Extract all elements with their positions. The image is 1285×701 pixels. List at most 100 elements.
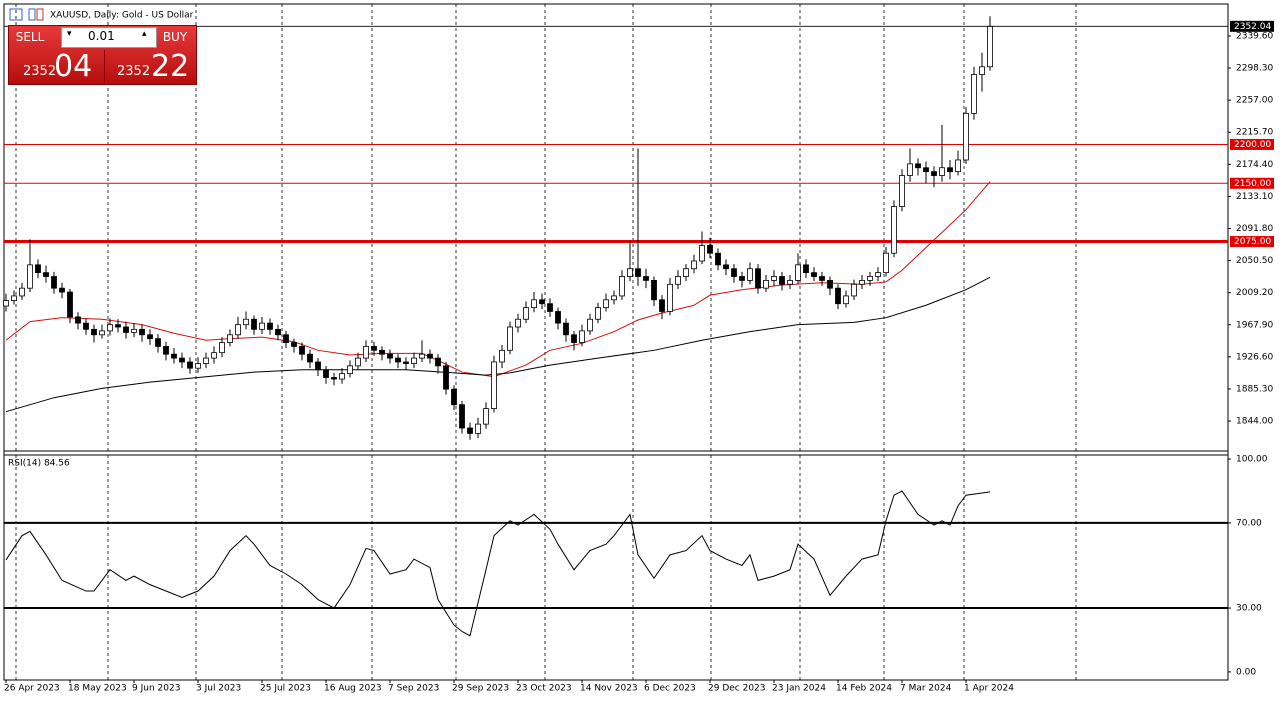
candle-body [707, 245, 713, 254]
down-arrow[interactable]: ▾ [67, 29, 72, 39]
candle-body [563, 322, 569, 336]
candle-body [603, 299, 609, 308]
x-tick-label: 29 Sep 2023 [452, 684, 509, 694]
candle-body [619, 276, 625, 297]
candle-body [843, 295, 849, 305]
price-level-label: 2075.00 [1234, 237, 1271, 247]
candle-body [443, 365, 449, 390]
candle-body [483, 408, 489, 425]
frame [3, 3, 1229, 681]
candle-body [539, 299, 545, 305]
candle-body [915, 163, 921, 169]
x-tick-label: 26 Apr 2023 [4, 684, 60, 694]
x-tick-label: 18 May 2023 [68, 684, 127, 694]
y-tick-label: 2174.40 [1236, 160, 1273, 170]
candle-body [219, 342, 225, 354]
candle-body [883, 252, 889, 274]
candle-body [939, 167, 945, 176]
volume-box[interactable]: ▾ 0.01 ▴ [61, 27, 157, 48]
candle-body [427, 353, 433, 359]
candle-body [131, 328, 137, 333]
y-tick-label: 2298.30 [1236, 64, 1273, 74]
price-level-label: 2150.00 [1234, 179, 1271, 189]
candle-body [315, 361, 321, 371]
candle-body [211, 352, 217, 359]
candle-body [27, 264, 33, 289]
x-tick-label: 14 Feb 2024 [836, 684, 892, 694]
icon [28, 8, 36, 21]
sell-price[interactable]: 2352 04 [10, 49, 102, 84]
candle-body [331, 377, 337, 380]
trade-panel: SELL ▾ 0.01 ▴ BUY 2352 04 2352 22 [8, 25, 197, 85]
candle-body [347, 365, 353, 375]
candle-body [355, 357, 361, 367]
candle-body [891, 206, 897, 254]
up-arrow[interactable]: ▴ [142, 29, 147, 39]
candle-body [467, 427, 473, 434]
candle-body [419, 353, 425, 359]
y-tick-label: 0.00 [1236, 667, 1256, 677]
candle-body [771, 276, 777, 281]
candle-body [803, 264, 809, 274]
candle-body [523, 307, 529, 320]
y-tick-label: 1844.00 [1236, 417, 1273, 427]
y-tick-label: 70.00 [1236, 518, 1262, 528]
y-tick-label: 2339.60 [1236, 31, 1273, 41]
sell-button[interactable]: SELL [15, 30, 45, 44]
candle-body [75, 316, 81, 324]
candle-body [515, 318, 521, 328]
candle-body [955, 159, 961, 173]
candle-body [259, 322, 265, 330]
candle-body [715, 252, 721, 266]
candle-body [171, 353, 177, 359]
candle-body [411, 357, 417, 364]
buy-price[interactable]: 2352 22 [104, 49, 197, 84]
candle-body [283, 334, 289, 343]
y-tick-label: 2009.20 [1236, 288, 1273, 298]
x-tick-label: 6 Dec 2023 [644, 684, 696, 694]
symbol-title: XAUUSD, Daily: Gold - US Dollar [50, 11, 194, 21]
sell-price-pips: 04 [54, 49, 93, 84]
y-tick-label: 2050.50 [1236, 256, 1273, 266]
candle-body [243, 318, 249, 326]
volume[interactable]: 0.01 [88, 29, 115, 43]
candle-body [123, 326, 129, 333]
candle-body [227, 334, 233, 343]
y-tick-label: 1926.60 [1236, 352, 1273, 362]
x-tick-label: 1 Apr 2024 [964, 684, 1014, 694]
candle-body [51, 276, 57, 289]
candle-body [67, 291, 73, 318]
indicator-line [5, 181, 991, 378]
indicator-title: RSI(14) 84.56 [8, 459, 70, 469]
price-level-tag [1230, 177, 1274, 189]
candle-body [963, 112, 969, 161]
x-tick-label: 3 Jul 2023 [196, 684, 241, 694]
candle-body [323, 369, 329, 378]
candle-body [235, 324, 241, 336]
candle-body [763, 279, 769, 289]
candle-body [979, 66, 985, 75]
candle-body [779, 276, 785, 285]
candle-body [811, 272, 817, 277]
candle-body [155, 338, 161, 347]
candle-body [731, 268, 737, 277]
candle-body [19, 287, 25, 297]
y-tick-label: 2257.00 [1236, 96, 1273, 106]
candle-body [267, 322, 273, 330]
candle-body [699, 245, 705, 262]
candle-body [195, 363, 201, 369]
x-tick-label: 25 Jul 2023 [260, 684, 311, 694]
candle-body [403, 361, 409, 364]
candle-body [755, 268, 761, 289]
buy-button[interactable]: BUY [162, 30, 188, 44]
candle-body [91, 328, 97, 336]
candle-body [851, 283, 857, 297]
x-tick-label: 16 Aug 2023 [324, 684, 382, 694]
candle-body [723, 264, 729, 270]
x-tick-label: 7 Mar 2024 [900, 684, 952, 694]
candle-body [459, 404, 465, 429]
candle-body [99, 330, 105, 336]
candle-body [395, 357, 401, 363]
